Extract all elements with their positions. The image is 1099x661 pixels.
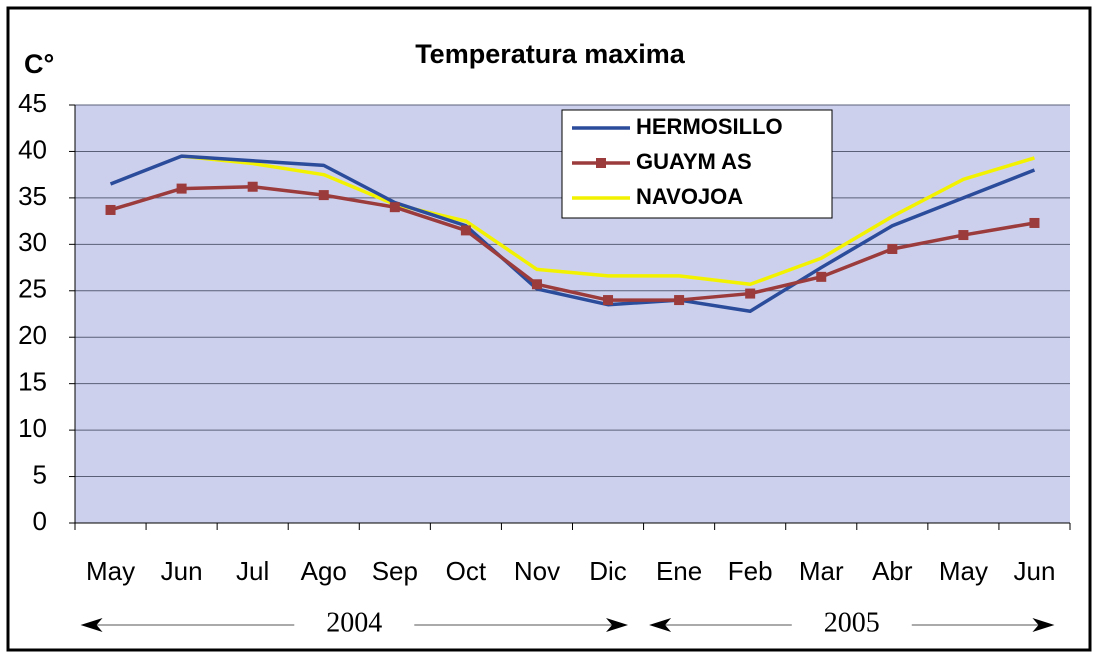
- marker: [460, 225, 471, 236]
- marker: [176, 183, 187, 194]
- x-tick-label: Jul: [236, 556, 269, 586]
- x-tick-label: Ene: [656, 556, 702, 586]
- y-tick-label: 0: [33, 506, 47, 536]
- y-tick-label: 15: [18, 367, 47, 397]
- period-label: 2004: [326, 607, 382, 638]
- marker: [745, 288, 756, 299]
- legend-label: NAVOJOA: [636, 184, 743, 209]
- marker: [958, 230, 969, 241]
- marker: [887, 243, 898, 254]
- marker: [389, 202, 400, 213]
- y-tick-label: 10: [18, 413, 47, 443]
- marker: [603, 295, 614, 306]
- x-tick-label: Abr: [872, 556, 913, 586]
- x-tick-label: May: [86, 556, 135, 586]
- period-label: 2005: [824, 607, 880, 638]
- marker: [531, 279, 542, 290]
- chart-title: Temperatura maxima: [415, 39, 686, 69]
- arrow-head: [649, 618, 672, 632]
- y-tick-label: 5: [33, 459, 47, 489]
- x-tick-label: Ago: [301, 556, 347, 586]
- x-tick-label: Dic: [589, 556, 627, 586]
- marker: [105, 204, 116, 215]
- marker: [674, 295, 685, 306]
- marker: [816, 271, 827, 282]
- x-tick-label: Sep: [372, 556, 418, 586]
- marker: [318, 190, 329, 201]
- series-line: [181, 154, 1035, 287]
- x-tick-label: Oct: [446, 556, 487, 586]
- series-line: [110, 184, 1035, 302]
- y-tick-label: 25: [18, 274, 47, 304]
- y-tick-label: 20: [18, 320, 47, 350]
- y-tick-label: 35: [18, 181, 47, 211]
- series-line: [109, 154, 1036, 313]
- x-tick-label: May: [939, 556, 988, 586]
- y-tick-label: 40: [18, 134, 47, 164]
- legend-label: HERMOSILLO: [636, 114, 783, 139]
- y-tick-label: 30: [18, 227, 47, 257]
- legend-marker: [596, 158, 606, 168]
- x-tick-label: Feb: [728, 556, 773, 586]
- x-tick-label: Jun: [1014, 556, 1056, 586]
- marker: [247, 181, 258, 192]
- x-tick-label: Jun: [161, 556, 203, 586]
- marker: [1029, 217, 1040, 228]
- x-tick-label: Nov: [514, 556, 560, 586]
- legend-label: GUAYM AS: [636, 149, 752, 174]
- arrow-head: [80, 618, 103, 632]
- y-tick-label: 45: [18, 88, 47, 118]
- arrow-head: [606, 618, 629, 632]
- x-tick-label: Mar: [799, 556, 844, 586]
- y-axis-label: C°: [24, 49, 54, 79]
- arrow-head: [1032, 618, 1055, 632]
